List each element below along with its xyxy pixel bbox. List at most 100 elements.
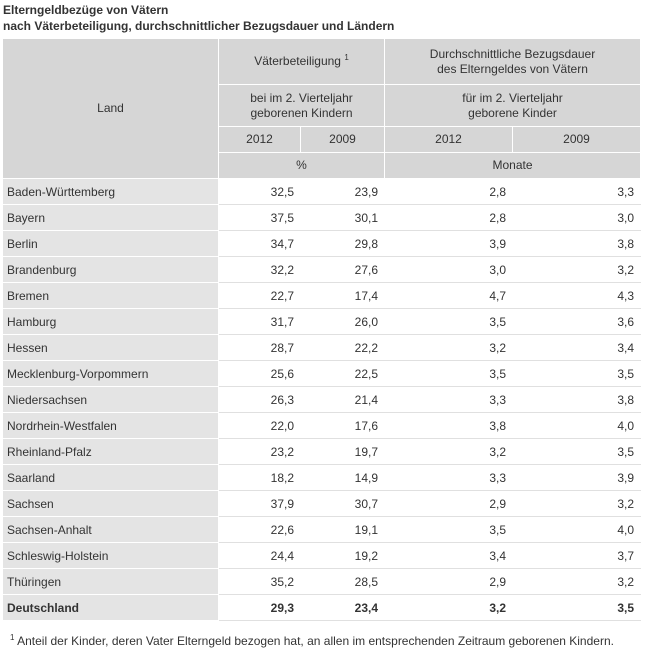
bezugsdauer-2009-cell: 3,6 bbox=[511, 308, 642, 335]
bezugsdauer-2009-cell: 3,2 bbox=[511, 568, 642, 595]
vaeterbeteiligung-2009-cell: 17,4 bbox=[300, 282, 385, 309]
land-cell: Saarland bbox=[2, 464, 219, 491]
land-cell: Schleswig-Holstein bbox=[2, 542, 219, 569]
bezugsdauer-2009-cell: 3,4 bbox=[511, 334, 642, 361]
vaeterbeteiligung-2009-cell: 27,6 bbox=[300, 256, 385, 283]
table-row: Bremen 22,7 17,4 4,7 4,3 bbox=[2, 282, 642, 309]
header-unit-monate: Monate bbox=[383, 152, 642, 179]
bezugsdauer-2009-cell: 3,3 bbox=[511, 178, 642, 205]
table-row: Hamburg 31,7 26,0 3,5 3,6 bbox=[2, 308, 642, 335]
vaeterbeteiligung-2009-cell: 30,1 bbox=[300, 204, 385, 231]
bezugsdauer-2009-cell: 3,8 bbox=[511, 230, 642, 257]
table-row: Rheinland-Pfalz 23,2 19,7 3,2 3,5 bbox=[2, 438, 642, 465]
bezugsdauer-2009-cell: 4,0 bbox=[511, 516, 642, 543]
bezugsdauer-2009-cell: 4,3 bbox=[511, 282, 642, 309]
bezugsdauer-2012-cell: 3,2 bbox=[384, 594, 513, 621]
title-line-2: nach Väterbeteiligung, durchschnittliche… bbox=[3, 19, 395, 33]
vaeterbeteiligung-2012-cell: 22,6 bbox=[218, 516, 301, 543]
header-year-2009-d: 2009 bbox=[511, 126, 642, 153]
table-header: Land Väterbeteiligung 1 Durchschnittlich… bbox=[2, 38, 642, 179]
bezugsdauer-2012-cell: 3,3 bbox=[384, 464, 513, 491]
bezugsdauer-2012-cell: 2,8 bbox=[384, 204, 513, 231]
land-cell: Baden-Württemberg bbox=[2, 178, 219, 205]
table-row: Baden-Württemberg 32,5 23,9 2,8 3,3 bbox=[2, 178, 642, 205]
vaeterbeteiligung-2012-cell: 37,5 bbox=[218, 204, 301, 231]
land-cell: Hamburg bbox=[2, 308, 219, 335]
bezugsdauer-2009-cell: 3,5 bbox=[511, 594, 642, 621]
vaeterbeteiligung-2009-cell: 19,7 bbox=[300, 438, 385, 465]
table-row: Sachsen-Anhalt 22,6 19,1 3,5 4,0 bbox=[2, 516, 642, 543]
vaeterbeteiligung-2009-cell: 22,5 bbox=[300, 360, 385, 387]
vaeterbeteiligung-2012-cell: 24,4 bbox=[218, 542, 301, 569]
header-year-2012-d: 2012 bbox=[384, 126, 513, 153]
bezugsdauer-2009-cell: 3,2 bbox=[511, 490, 642, 517]
table-row: Mecklenburg-Vorpommern 25,6 22,5 3,5 3,5 bbox=[2, 360, 642, 387]
header-year-2012-v: 2012 bbox=[218, 126, 301, 153]
vaeterbeteiligung-2012-cell: 22,0 bbox=[218, 412, 301, 439]
vaeterbeteiligung-2009-cell: 17,6 bbox=[300, 412, 385, 439]
vaeterbeteiligung-2012-cell: 22,7 bbox=[218, 282, 301, 309]
table-title: Elterngeldbezüge von Vätern nach Väterbe… bbox=[3, 2, 394, 34]
vaeterbeteiligung-2012-cell: 26,3 bbox=[218, 386, 301, 413]
header-sub-right: für im 2. Vierteljahr geborene Kinder bbox=[383, 84, 642, 127]
table-row: Berlin 34,7 29,8 3,9 3,8 bbox=[2, 230, 642, 257]
vaeterbeteiligung-2012-cell: 34,7 bbox=[218, 230, 301, 257]
bezugsdauer-2009-cell: 3,5 bbox=[511, 360, 642, 387]
land-cell: Sachsen-Anhalt bbox=[2, 516, 219, 543]
bezugsdauer-2012-cell: 3,8 bbox=[384, 412, 513, 439]
vaeterbeteiligung-2009-cell: 26,0 bbox=[300, 308, 385, 335]
header-year-2009-v: 2009 bbox=[300, 126, 385, 153]
bezugsdauer-2012-cell: 3,5 bbox=[384, 360, 513, 387]
table-row: Deutschland 29,3 23,4 3,2 3,5 bbox=[2, 594, 642, 621]
bezugsdauer-2012-cell: 2,9 bbox=[384, 568, 513, 595]
table-row: Thüringen 35,2 28,5 2,9 3,2 bbox=[2, 568, 642, 595]
land-cell: Nordrhein-Westfalen bbox=[2, 412, 219, 439]
land-cell: Hessen bbox=[2, 334, 219, 361]
header-sub-left: bei im 2. Vierteljahr geborenen Kindern bbox=[218, 84, 385, 127]
data-table: Land Väterbeteiligung 1 Durchschnittlich… bbox=[2, 38, 642, 621]
bezugsdauer-2012-cell: 3,9 bbox=[384, 230, 513, 257]
bezugsdauer-2012-cell: 3,5 bbox=[384, 516, 513, 543]
bezugsdauer-2009-cell: 4,0 bbox=[511, 412, 642, 439]
land-cell: Niedersachsen bbox=[2, 386, 219, 413]
header-vaeterbeteiligung: Väterbeteiligung 1 bbox=[218, 38, 385, 85]
land-cell: Brandenburg bbox=[2, 256, 219, 283]
bezugsdauer-2009-cell: 3,9 bbox=[511, 464, 642, 491]
bezugsdauer-2012-cell: 3,2 bbox=[384, 334, 513, 361]
vaeterbeteiligung-2009-cell: 28,5 bbox=[300, 568, 385, 595]
bezugsdauer-2012-cell: 3,2 bbox=[384, 438, 513, 465]
bezugsdauer-2012-cell: 3,0 bbox=[384, 256, 513, 283]
vaeterbeteiligung-2012-cell: 29,3 bbox=[218, 594, 301, 621]
vaeterbeteiligung-2009-cell: 23,9 bbox=[300, 178, 385, 205]
title-line-1: Elterngeldbezüge von Vätern bbox=[3, 3, 169, 17]
bezugsdauer-2012-cell: 2,8 bbox=[384, 178, 513, 205]
header-bezugsdauer: Durchschnittliche Bezugsdauer des Eltern… bbox=[383, 38, 642, 85]
vaeterbeteiligung-2009-cell: 19,1 bbox=[300, 516, 385, 543]
land-cell: Sachsen bbox=[2, 490, 219, 517]
bezugsdauer-2009-cell: 3,2 bbox=[511, 256, 642, 283]
land-cell: Bremen bbox=[2, 282, 219, 309]
vaeterbeteiligung-2012-cell: 28,7 bbox=[218, 334, 301, 361]
bezugsdauer-2009-cell: 3,7 bbox=[511, 542, 642, 569]
table-row: Niedersachsen 26,3 21,4 3,3 3,8 bbox=[2, 386, 642, 413]
land-cell: Bayern bbox=[2, 204, 219, 231]
footnote-text: Anteil der Kinder, deren Vater Elterngel… bbox=[17, 634, 614, 648]
header-unit-percent: % bbox=[218, 152, 385, 179]
vaeterbeteiligung-2012-cell: 35,2 bbox=[218, 568, 301, 595]
bezugsdauer-2012-cell: 3,5 bbox=[384, 308, 513, 335]
vaeterbeteiligung-2009-cell: 21,4 bbox=[300, 386, 385, 413]
table-row: Saarland 18,2 14,9 3,3 3,9 bbox=[2, 464, 642, 491]
table-body: Baden-Württemberg 32,5 23,9 2,8 3,3 Bayern 37,… bbox=[2, 178, 642, 621]
land-cell: Thüringen bbox=[2, 568, 219, 595]
vaeterbeteiligung-2012-cell: 25,6 bbox=[218, 360, 301, 387]
land-cell: Deutschland bbox=[2, 594, 219, 621]
bezugsdauer-2012-cell: 3,4 bbox=[384, 542, 513, 569]
footnote-ref: 1 bbox=[344, 53, 349, 62]
table-row: Sachsen 37,9 30,7 2,9 3,2 bbox=[2, 490, 642, 517]
table-row: Schleswig-Holstein 24,4 19,2 3,4 3,7 bbox=[2, 542, 642, 569]
vaeterbeteiligung-2009-cell: 19,2 bbox=[300, 542, 385, 569]
bezugsdauer-2012-cell: 3,3 bbox=[384, 386, 513, 413]
land-cell: Mecklenburg-Vorpommern bbox=[2, 360, 219, 387]
table-row: Nordrhein-Westfalen 22,0 17,6 3,8 4,0 bbox=[2, 412, 642, 439]
table-row: Bayern 37,5 30,1 2,8 3,0 bbox=[2, 204, 642, 231]
